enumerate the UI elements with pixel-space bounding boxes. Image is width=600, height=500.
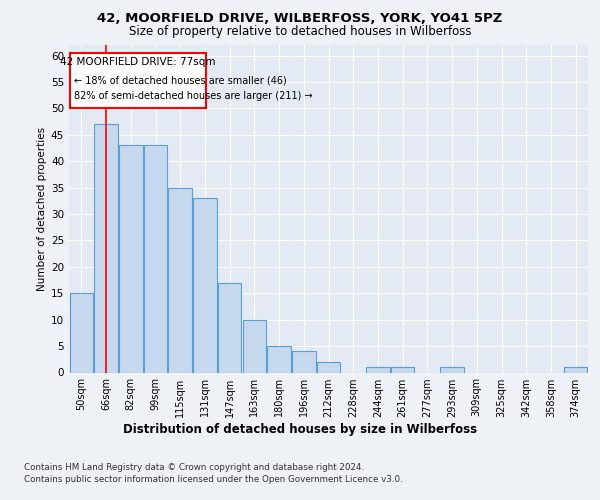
Bar xyxy=(564,367,587,372)
Bar xyxy=(292,352,316,372)
Bar xyxy=(94,124,118,372)
Bar xyxy=(366,367,389,372)
Bar xyxy=(193,198,217,372)
Bar xyxy=(391,367,415,372)
Text: Distribution of detached houses by size in Wilberfoss: Distribution of detached houses by size … xyxy=(123,422,477,436)
Bar xyxy=(218,282,241,372)
Bar xyxy=(119,146,143,372)
Bar xyxy=(169,188,192,372)
Bar xyxy=(268,346,291,372)
Bar xyxy=(144,146,167,372)
FancyBboxPatch shape xyxy=(70,53,206,108)
Text: 82% of semi-detached houses are larger (211) →: 82% of semi-detached houses are larger (… xyxy=(74,91,313,101)
Text: ← 18% of detached houses are smaller (46): ← 18% of detached houses are smaller (46… xyxy=(74,75,287,85)
Text: 42 MOORFIELD DRIVE: 77sqm: 42 MOORFIELD DRIVE: 77sqm xyxy=(61,57,216,67)
Text: Contains public sector information licensed under the Open Government Licence v3: Contains public sector information licen… xyxy=(24,475,403,484)
Text: Contains HM Land Registry data © Crown copyright and database right 2024.: Contains HM Land Registry data © Crown c… xyxy=(24,462,364,471)
Bar xyxy=(242,320,266,372)
Bar xyxy=(70,294,93,372)
Text: 42, MOORFIELD DRIVE, WILBERFOSS, YORK, YO41 5PZ: 42, MOORFIELD DRIVE, WILBERFOSS, YORK, Y… xyxy=(97,12,503,26)
Bar xyxy=(317,362,340,372)
Text: Size of property relative to detached houses in Wilberfoss: Size of property relative to detached ho… xyxy=(129,25,471,38)
Y-axis label: Number of detached properties: Number of detached properties xyxy=(37,126,47,291)
Bar xyxy=(440,367,464,372)
